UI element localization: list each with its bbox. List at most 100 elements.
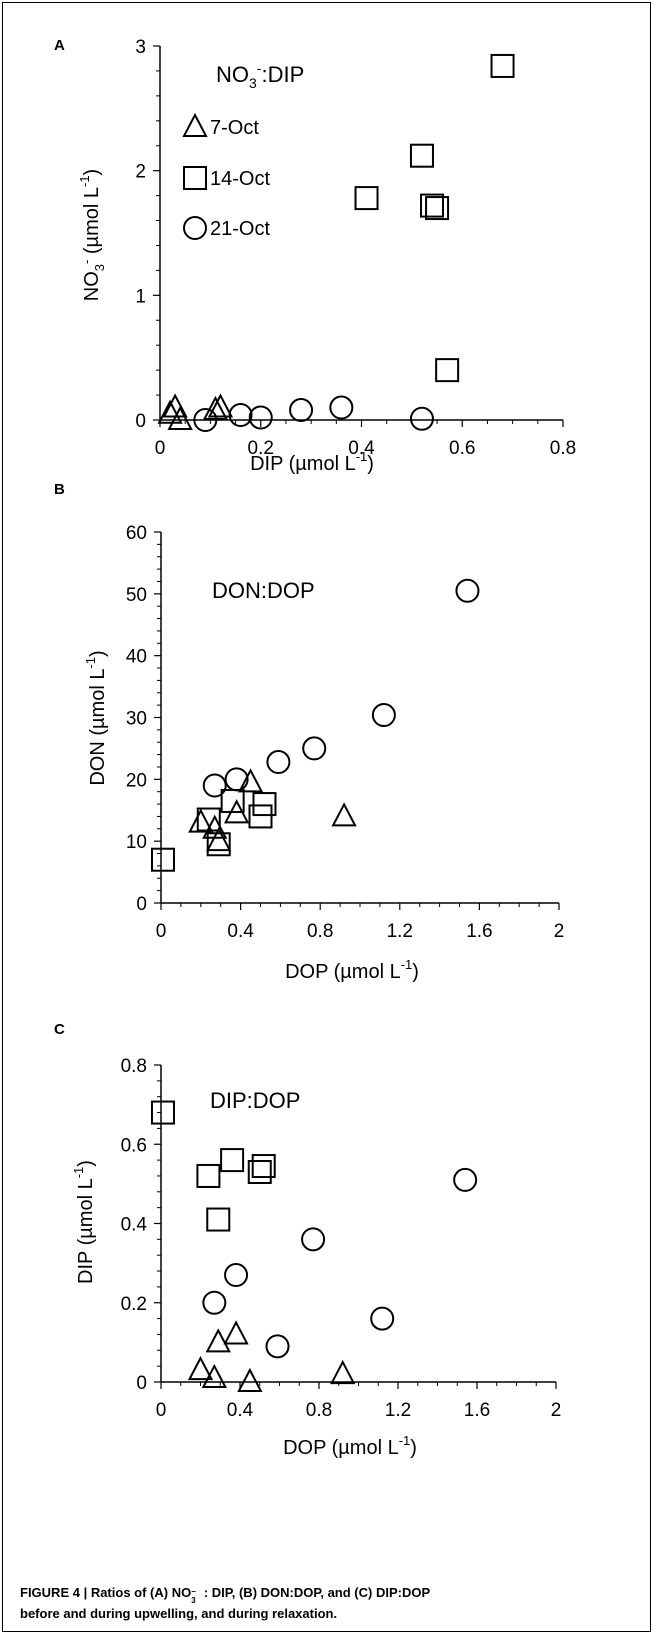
- ylabel-sup: -1: [83, 657, 98, 669]
- legend-marker-triangle: [182, 112, 208, 137]
- legend-label: 7-Oct: [210, 117, 259, 139]
- y-tick-label: 50: [126, 585, 147, 606]
- y-tick-label: 0: [136, 894, 147, 915]
- data-point-square: [252, 792, 277, 817]
- y-axis-label: DIP (µmol L-1): [71, 1160, 97, 1284]
- caption-line2: before and during upwelling, and during …: [20, 1606, 338, 1621]
- xlabel-part: DIP (: [250, 453, 296, 475]
- x-tick-label: 0.2: [248, 438, 274, 459]
- data-point-circle: [370, 1306, 395, 1331]
- data-point-square: [150, 1100, 175, 1125]
- ylabel-part: ): [81, 169, 103, 176]
- data-point-triangle: [331, 802, 357, 827]
- data-point-square: [435, 358, 460, 383]
- data-point-circle: [248, 405, 273, 430]
- data-point-circle: [409, 406, 434, 431]
- legend-label: 21-Oct: [210, 218, 270, 240]
- xlabel-part: mol L: [352, 961, 401, 983]
- title-sup: -: [257, 60, 262, 76]
- xlabel-part: ): [410, 1437, 417, 1459]
- panel-label: B: [54, 481, 65, 498]
- x-tick-label: 0.8: [307, 921, 333, 942]
- x-tick-label: 0.6: [449, 438, 475, 459]
- caption-no3-script: −3: [191, 1587, 200, 1605]
- ylabel-part: NO: [81, 271, 103, 301]
- data-point-circle: [289, 398, 314, 423]
- panel-label: C: [54, 1021, 65, 1038]
- x-tick-label: 0: [155, 438, 166, 459]
- legend-marker-square: [183, 166, 207, 190]
- ylabel-part: (: [81, 247, 103, 260]
- y-tick-label: 0.8: [121, 1056, 147, 1077]
- data-point-square: [420, 193, 445, 218]
- caption-rest: : DIP, (B) DON:DOP, and (C) DIP:DOP: [200, 1585, 431, 1600]
- x-tick-label: 1.6: [466, 921, 492, 942]
- legend-label: 14-Oct: [210, 168, 270, 190]
- data-point-square: [354, 186, 379, 211]
- y-tick-label: 2: [135, 162, 146, 183]
- y-tick-label: 20: [126, 770, 147, 791]
- x-axis-label: DOP (µmol L-1): [283, 1433, 417, 1459]
- panel-c: C 0 0.2 0.4 0.6 0.8 0 0.4 0.8 1.2 1.6 2 DIP:DOP DOP (…: [54, 1021, 561, 1459]
- data-point-square: [247, 1159, 272, 1184]
- ylabel-part: mol L: [87, 669, 109, 718]
- caption-sup: −: [191, 1587, 196, 1596]
- y-tick-label: 30: [126, 709, 147, 730]
- data-point-triangle: [205, 1328, 231, 1353]
- data-point-circle: [228, 403, 253, 428]
- data-point-square: [248, 804, 273, 829]
- x-tick-label: 1.2: [385, 1400, 411, 1421]
- data-point-square: [150, 847, 175, 872]
- title-part: :DIP: [261, 62, 304, 87]
- data-point-triangle: [237, 1367, 263, 1392]
- ylabel-part: µ: [87, 717, 109, 729]
- data-point-square: [196, 807, 221, 832]
- y-tick-label: 3: [135, 37, 146, 58]
- x-tick-label: 0.4: [348, 438, 375, 459]
- data-point-circle: [224, 767, 249, 792]
- data-point-square: [425, 196, 450, 221]
- data-point-triangle: [201, 1363, 227, 1389]
- data-point-square: [251, 1154, 276, 1179]
- xlabel-part: µ: [295, 453, 307, 475]
- title-sub: 3: [249, 75, 257, 91]
- xlabel-sup: -1: [356, 449, 368, 464]
- x-tick-label: 1.2: [387, 921, 413, 942]
- ylabel-part: ): [75, 1160, 97, 1167]
- xlabel-sup: -1: [399, 1433, 411, 1448]
- data-point-circle: [371, 703, 396, 728]
- xlabel-part: DOP (: [283, 1437, 339, 1459]
- y-tick-label: 1: [135, 286, 146, 307]
- x-tick-label: 0: [156, 921, 167, 942]
- title-part: NO: [216, 62, 249, 87]
- ylabel-sup: -1: [71, 1167, 86, 1179]
- ylabel-part: DIP (: [75, 1238, 97, 1284]
- y-tick-label: 0.4: [121, 1215, 148, 1236]
- xlabel-part: ): [412, 961, 419, 983]
- x-tick-label: 0: [156, 1400, 167, 1421]
- data-point-square: [490, 53, 515, 78]
- data-point-triangle: [330, 1359, 356, 1385]
- data-point-circle: [329, 395, 354, 420]
- xlabel-part: µ: [338, 1437, 350, 1459]
- caption-prefix: FIGURE 4 | Ratios of (A) NO: [20, 1585, 192, 1600]
- y-axis-label: DON (µmol L-1): [83, 650, 109, 785]
- data-point-circle: [202, 773, 227, 798]
- chart-title: DIP:DOP: [210, 1088, 300, 1113]
- data-point-circle: [265, 1334, 290, 1359]
- x-tick-label: 1.6: [464, 1400, 490, 1421]
- xlabel-part: mol L: [307, 453, 356, 475]
- y-tick-label: 0.6: [121, 1135, 147, 1156]
- data-point-circle: [302, 736, 327, 761]
- xlabel-part: ): [367, 453, 374, 475]
- data-point-circle: [301, 1227, 326, 1252]
- ylabel-part: mol L: [81, 187, 103, 236]
- ylabel-sub: 3: [92, 264, 107, 271]
- x-tick-label: 0.8: [306, 1400, 332, 1421]
- ylabel-sup: -1: [77, 175, 92, 187]
- panel-b: B 0 10 20 30 40 50 60 0 0.4 0.8 1.2 1.6 2 DON:DOP DOP (…: [54, 481, 564, 983]
- data-point-square: [220, 1148, 245, 1173]
- x-tick-label: 2: [551, 1400, 562, 1421]
- xlabel-part: mol L: [350, 1437, 399, 1459]
